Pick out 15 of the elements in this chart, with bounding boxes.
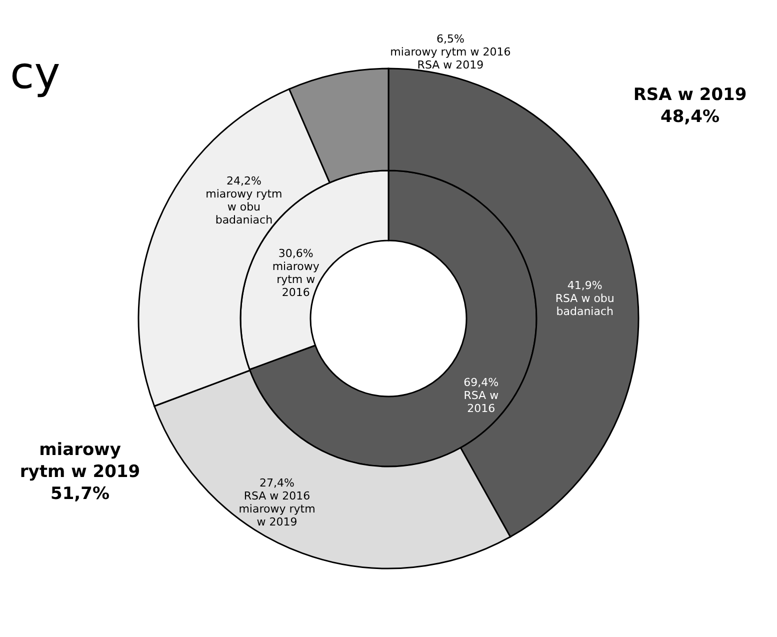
data-label: 69,4% [464, 376, 499, 390]
text: miarowy rytm w 2019 51,7% [20, 440, 140, 504]
slice-label: miarowy rytm w obu badaniach [206, 188, 282, 227]
slice-label: miarowy rytm w 2016 [272, 260, 320, 299]
data-label: 30,6% [278, 246, 314, 260]
data-label: 6,5% [436, 32, 464, 46]
data-label: 27,4% [260, 476, 294, 490]
slice-label: RSA w 2016 [464, 389, 499, 416]
slice-label: RSA w obu badaniach [555, 292, 614, 318]
chart-title: cy [10, 48, 60, 99]
text: RSA w 2019 48,4% [633, 85, 747, 127]
slice-label: miarowy rytm w 2016 RSA w 2019 [390, 45, 511, 72]
data-label: 41,9% [567, 279, 602, 292]
slice-label: RSA w 2016 miarowy rytm w 2019 [238, 489, 316, 528]
data-label: 24,2% [226, 174, 262, 188]
